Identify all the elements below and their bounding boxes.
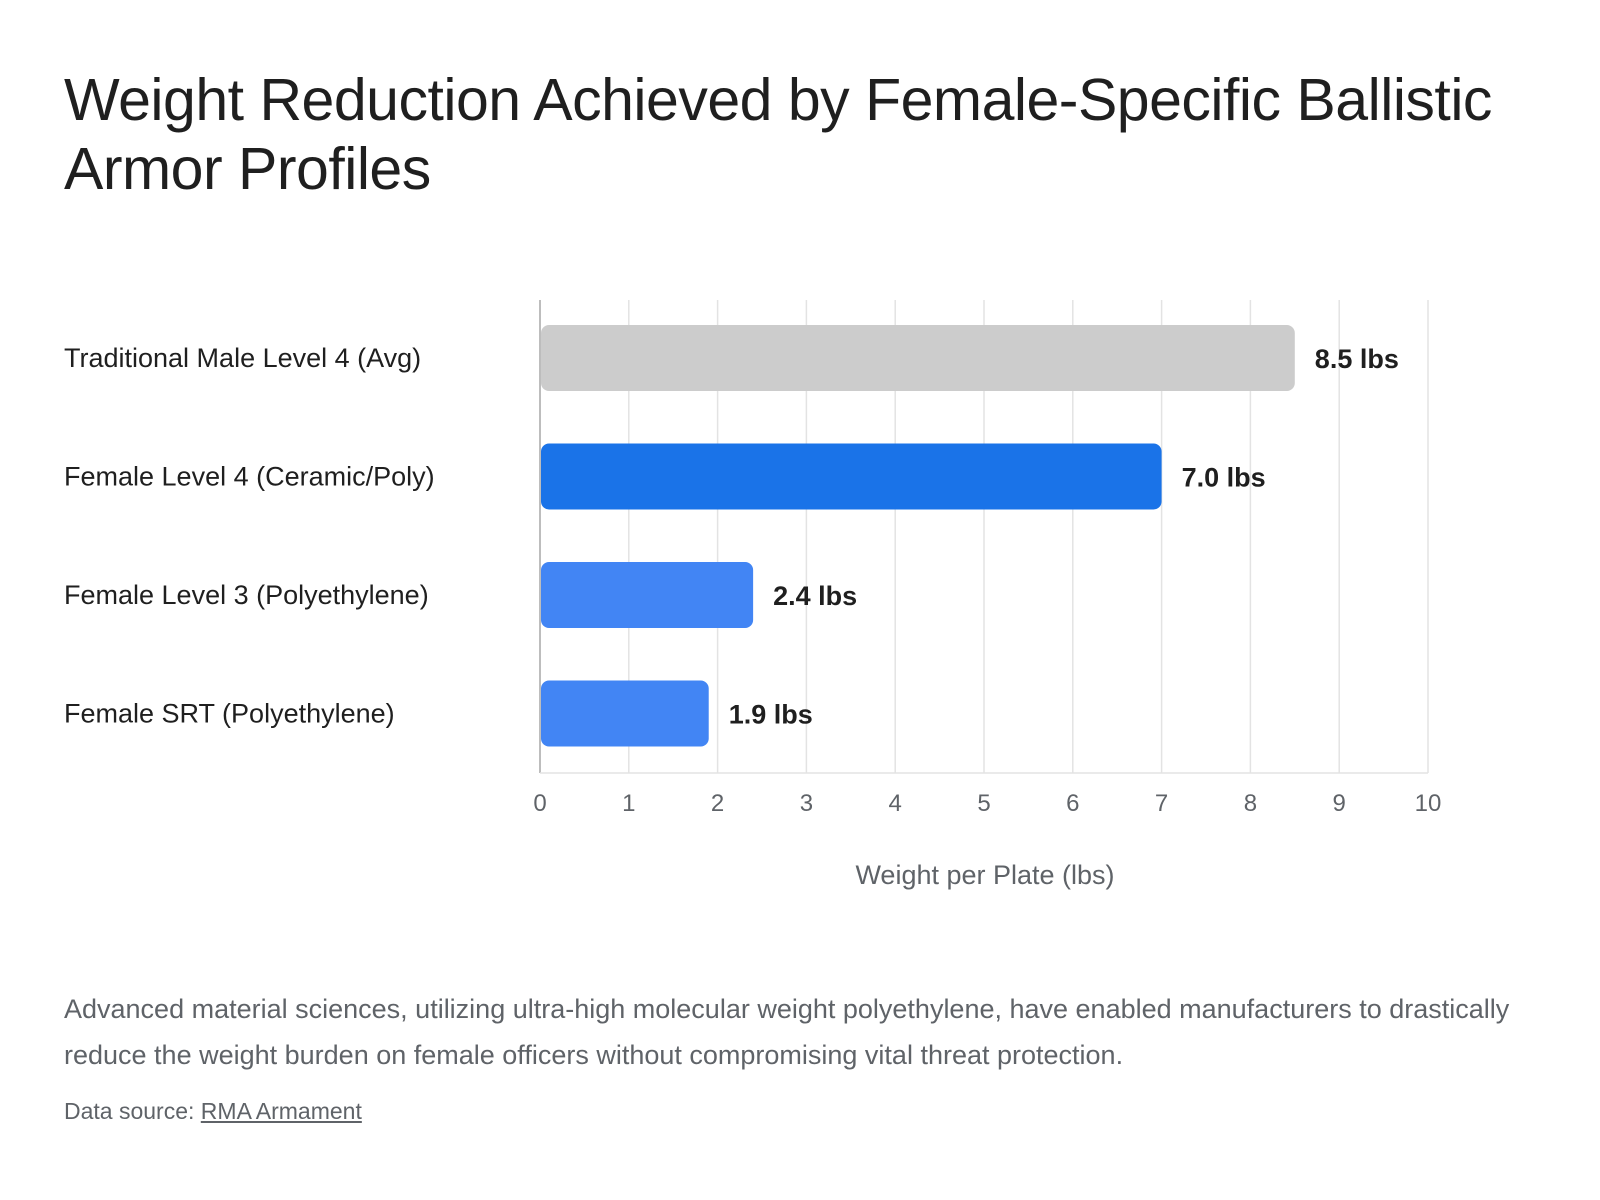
category-label: Female Level 3 (Polyethylene) [64, 580, 429, 610]
x-tick-label: 9 [1333, 790, 1346, 817]
bar-chart: 0 1 2 3 4 5 6 7 8 9 10 Traditional Male Level 4 (Av… [64, 300, 1441, 890]
x-tick-label: 1 [622, 790, 635, 817]
category-label: Female Level 4 (Ceramic/Poly) [64, 462, 435, 492]
bars [541, 325, 1295, 747]
x-tick-label: 10 [1415, 790, 1442, 817]
category-label: Traditional Male Level 4 (Avg) [64, 343, 421, 373]
value-label: 2.4 lbs [773, 581, 857, 611]
x-tick-label: 0 [533, 790, 546, 817]
x-tick-label: 5 [977, 790, 990, 817]
bar [541, 325, 1295, 391]
category-label: Female SRT (Polyethylene) [64, 699, 395, 729]
chart-caption: Advanced material sciences, utilizing ul… [64, 994, 1510, 1070]
data-source: Data source: RMA Armament [64, 1098, 362, 1125]
bar [541, 562, 754, 628]
x-tick-label: 7 [1155, 790, 1168, 817]
x-tick-label: 4 [889, 790, 902, 817]
x-axis-title: Weight per Plate (lbs) [855, 860, 1114, 890]
value-label: 7.0 lbs [1182, 463, 1266, 493]
x-tick-label: 6 [1066, 790, 1079, 817]
data-source-prefix: Data source: [64, 1098, 201, 1124]
x-tick-label: 8 [1244, 790, 1257, 817]
x-tick-label: 2 [711, 790, 724, 817]
value-label: 1.9 lbs [729, 700, 813, 730]
x-tick-label: 3 [800, 790, 813, 817]
labels: 0 1 2 3 4 5 6 7 8 9 10 Traditional Male Level 4 (Av… [64, 343, 1441, 817]
bar [541, 680, 709, 747]
chart-title: Weight Reduction Achieved by Female-Spec… [64, 67, 1492, 202]
data-source-link[interactable]: RMA Armament [200, 1098, 362, 1124]
value-label: 8.5 lbs [1315, 344, 1399, 374]
bar [541, 443, 1162, 510]
